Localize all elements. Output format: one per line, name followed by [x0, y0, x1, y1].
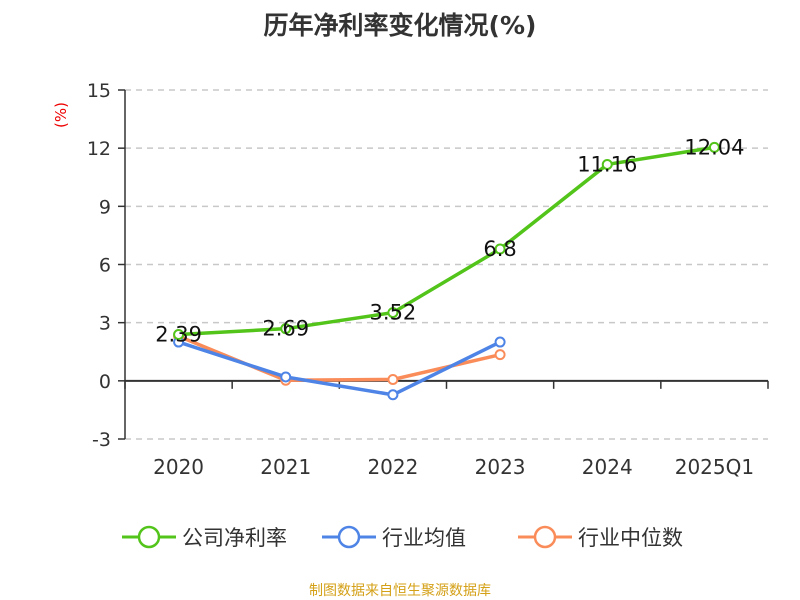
data-point — [280, 323, 292, 335]
data-point — [708, 141, 720, 153]
x-tick-label: 2023 — [475, 455, 526, 479]
data-point — [173, 328, 185, 340]
data-point — [494, 336, 506, 348]
chart-title: 历年净利率变化情况(%) — [263, 11, 537, 40]
x-tick-label: 2022 — [367, 455, 418, 479]
data-point — [387, 307, 399, 319]
y-tick-label: 6 — [99, 255, 111, 277]
legend-label: 公司净利率 — [182, 526, 287, 550]
data-label: 3.52 — [370, 301, 417, 325]
legend-marker-icon — [518, 525, 572, 549]
data-label: 6.8 — [483, 237, 516, 261]
y-tick-label: 0 — [99, 371, 111, 393]
x-tick-label: 2024 — [582, 455, 633, 479]
y-tick-label: 12 — [87, 138, 111, 160]
legend-label: 行业均值 — [382, 526, 466, 550]
y-tick-label: 15 — [87, 80, 111, 102]
y-tick-label: 9 — [99, 196, 111, 218]
data-label: 11.16 — [577, 152, 637, 176]
data-label: 12.04 — [684, 135, 744, 159]
x-tick-label: 2020 — [153, 455, 204, 479]
legend-item[interactable]: 行业均值 — [322, 522, 466, 552]
data-point — [494, 349, 506, 361]
data-source: 制图数据来自恒生聚源数据库 — [309, 583, 491, 599]
legend-item[interactable]: 行业中位数 — [518, 522, 683, 552]
data-point — [601, 158, 613, 170]
x-tick-label: 2025Q1 — [675, 455, 754, 479]
legend-item[interactable]: 公司净利率 — [122, 522, 287, 552]
data-point — [280, 371, 292, 383]
x-tick-label: 2021 — [260, 455, 311, 479]
legend-label: 行业中位数 — [578, 526, 683, 550]
data-point — [387, 389, 399, 401]
series-line — [178, 145, 715, 337]
y-tick-label: 3 — [99, 313, 111, 335]
data-label: 2.69 — [262, 317, 309, 341]
series-line — [178, 340, 501, 397]
legend-marker-icon — [122, 525, 176, 549]
data-label: 2.39 — [155, 322, 202, 346]
y-tick-label: -3 — [92, 429, 111, 451]
data-point — [387, 373, 399, 385]
data-point — [494, 243, 506, 255]
legend-marker-icon — [322, 525, 376, 549]
